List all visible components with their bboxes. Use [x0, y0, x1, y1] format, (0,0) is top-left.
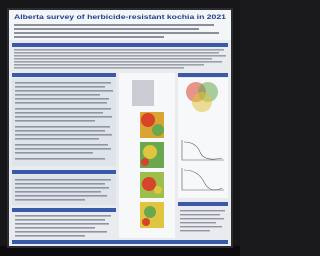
footer-band [12, 240, 228, 244]
page: {"poster": {"title": "Alberta survey of … [0, 0, 240, 256]
section-header [178, 202, 228, 206]
section-header [12, 208, 116, 212]
section-header [12, 170, 116, 174]
survey-map [140, 202, 164, 228]
survey-map [140, 112, 164, 138]
section-header [12, 43, 228, 47]
survey-map [140, 172, 164, 198]
poster-title: Alberta survey of herbicide-resistant ko… [14, 14, 227, 21]
section-header [12, 73, 116, 77]
survey-map [140, 142, 164, 168]
province-map [132, 80, 154, 106]
photo: Alberta survey of herbicide-resistant ko… [0, 0, 240, 256]
section-header [178, 73, 228, 77]
